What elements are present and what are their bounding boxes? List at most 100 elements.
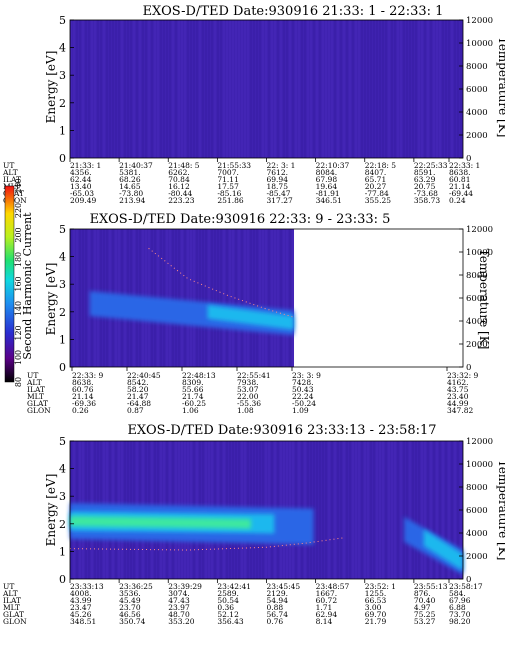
panel-1-texture (70, 20, 462, 158)
texture-streak (313, 20, 315, 158)
orbit-cell: 22.24 (292, 392, 314, 401)
orbit-cell: 62.44 (70, 175, 92, 184)
orbit-cell: 56.74 (267, 610, 289, 619)
texture-streak (82, 229, 84, 367)
panel-2-band-2 (207, 304, 295, 330)
orbit-cell: -73.68 (414, 189, 438, 198)
texture-streak (187, 229, 189, 367)
orbit-cell: 317.27 (267, 196, 293, 205)
texture-streak (424, 441, 426, 579)
panel-1-plot (69, 19, 464, 159)
orbit-cell: 70.40 (414, 596, 436, 605)
panel-3-plot (69, 440, 464, 580)
y2-tick-label: 4000 (466, 317, 488, 327)
texture-streak (397, 20, 399, 158)
orbit-cell: 358.73 (414, 196, 440, 205)
texture-streak (151, 20, 153, 158)
colorbar-label: Second Harmonic Current (21, 212, 34, 360)
orbit-cell: 60.72 (316, 596, 338, 605)
colorbar-tick-label: 220 (14, 203, 23, 218)
texture-streak (340, 441, 342, 579)
orbit-row-label: GLAT (3, 610, 24, 619)
orbit-cell: 18.75 (267, 182, 289, 191)
texture-streak (277, 229, 279, 367)
colorbar-ticks: 80 100 120 140 160 180 200 220 240 (14, 178, 23, 387)
colorbar-tick-label: 100 (14, 350, 23, 365)
orbit-row-label: GLAT (27, 399, 48, 408)
orbit-cell: 7428. (292, 378, 313, 387)
texture-streak (439, 20, 441, 158)
colorbar-tick-label: 180 (14, 252, 23, 267)
orbit-cell: 22:25:33 (414, 161, 448, 170)
texture-streak (145, 20, 147, 158)
texture-streak (166, 229, 168, 367)
orbit-cell: -64.88 (127, 399, 151, 408)
orbit-cell: 4008. (70, 589, 91, 598)
panel-3-temperature-trace (69, 537, 346, 551)
y2-tick-label: 4000 (466, 529, 488, 539)
texture-streak (355, 20, 357, 158)
texture-streak (343, 441, 345, 579)
orbit-cell: 1.09 (292, 406, 309, 415)
texture-streak (244, 229, 246, 367)
texture-streak (409, 441, 411, 579)
orbit-cell: 60.76 (72, 385, 94, 394)
y-tick-label: 3 (59, 69, 66, 82)
orbit-cell: -77.84 (365, 189, 389, 198)
texture-streak (229, 229, 231, 367)
panel-3-y2label: Temperature [K] (496, 460, 505, 561)
texture-streak (199, 20, 201, 158)
y-tick-label: 1 (59, 333, 66, 346)
texture-streak (442, 20, 444, 158)
y-tick-label: 1 (59, 545, 66, 558)
orbit-cell: 70.84 (168, 175, 190, 184)
orbit-cell: 3074. (168, 589, 189, 598)
orbit-cell: 1.06 (182, 406, 199, 415)
orbit-cell: 55.66 (182, 385, 204, 394)
panel-2-yticks: 0 1 2 3 4 5 (59, 223, 74, 374)
orbit-cell: 20.27 (365, 182, 387, 191)
orbit-cell: 2589. (217, 589, 238, 598)
texture-streak (181, 20, 183, 158)
texture-streak (388, 441, 390, 579)
texture-streak (283, 229, 285, 367)
orbit-cell: 23.97 (168, 603, 190, 612)
colorbar-tick-label: 120 (14, 325, 23, 340)
texture-streak (142, 20, 144, 158)
texture-streak (139, 20, 141, 158)
texture-streak (253, 20, 255, 158)
orbit-cell: 348.51 (70, 617, 96, 626)
orbit-cell: 22:10:37 (316, 161, 350, 170)
texture-streak (289, 20, 291, 158)
orbit-cell: 45.26 (70, 610, 92, 619)
texture-streak (352, 441, 354, 579)
texture-streak (70, 229, 72, 367)
orbit-cell: 0.24 (449, 196, 466, 205)
orbit-cell: 23:48:57 (316, 582, 350, 591)
orbit-cell: -73.80 (119, 189, 143, 198)
orbit-cell: 21.14 (72, 392, 94, 401)
orbit-cell: 346.51 (316, 196, 342, 205)
orbit-cell: 58.20 (127, 385, 149, 394)
y-tick-label: 2 (59, 518, 66, 531)
texture-streak (247, 229, 249, 367)
orbit-cell: 75.25 (414, 610, 436, 619)
panel-2-title: EXOS-D/TED Date:930916 22:33: 9 - 23:33:… (90, 212, 391, 227)
orbit-cell: 0.36 (217, 603, 234, 612)
texture-streak (388, 20, 390, 158)
texture-streak (220, 229, 222, 367)
y2-tick-label: 8000 (466, 271, 488, 281)
texture-streak (415, 20, 417, 158)
orbit-cell: 43.75 (447, 385, 469, 394)
texture-streak (382, 20, 384, 158)
texture-streak (91, 20, 93, 158)
texture-streak (262, 229, 264, 367)
orbit-cell: 876. (414, 589, 431, 598)
orbit-cell: 8309. (182, 378, 203, 387)
texture-streak (454, 20, 456, 158)
y-tick-label: 0 (59, 573, 66, 586)
texture-streak (289, 229, 291, 367)
texture-streak (397, 441, 399, 579)
texture-streak (334, 20, 336, 158)
orbit-cell: 4356. (70, 168, 91, 177)
